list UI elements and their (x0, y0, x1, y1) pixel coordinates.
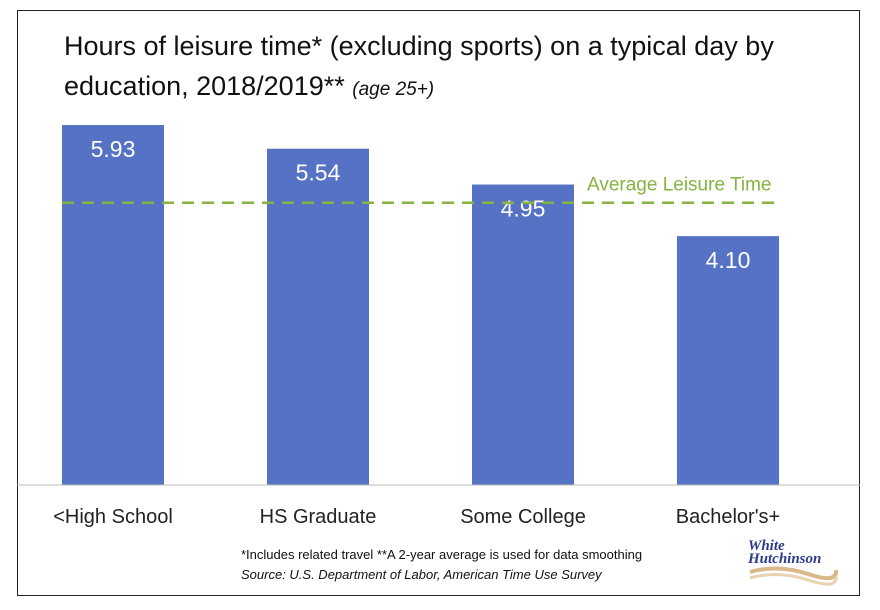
chart-frame (17, 10, 860, 596)
reference-line-label: Average Leisure Time (587, 175, 771, 196)
bar (472, 184, 574, 485)
x-tick-label: HS Graduate (260, 506, 377, 528)
source-note: Source: U.S. Department of Labor, Americ… (241, 567, 602, 582)
chart-title: Hours of leisure time* (excluding sports… (64, 31, 774, 101)
data-label: 4.10 (706, 247, 751, 273)
x-tick-label: Some College (460, 506, 586, 528)
data-label: 4.95 (501, 196, 546, 222)
data-label: 5.54 (296, 160, 341, 186)
logo: White Hutchinson (748, 539, 838, 592)
bar (677, 236, 779, 485)
footnotes: *Includes related travel **A 2-year aver… (241, 545, 642, 585)
x-tick-label: Bachelor's+ (676, 506, 780, 528)
bar (62, 125, 164, 485)
data-label: 5.93 (91, 136, 136, 162)
footnote: *Includes related travel **A 2-year aver… (241, 547, 643, 562)
bar (267, 148, 369, 486)
chart-subtitle: (age 25+) (352, 79, 435, 100)
x-tick-label: <High School (53, 506, 173, 528)
